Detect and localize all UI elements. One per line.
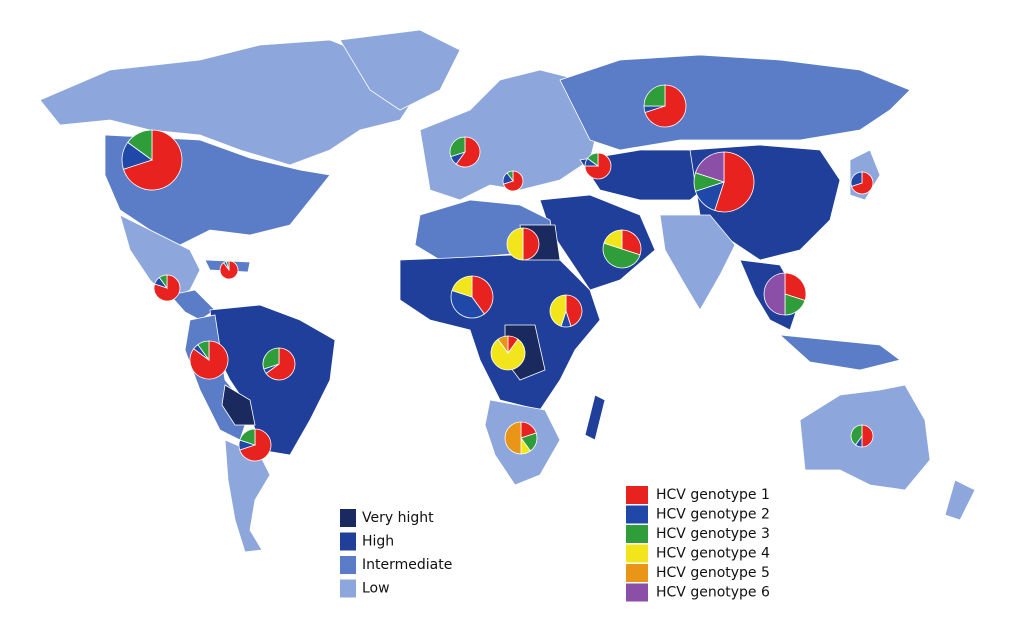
pie-slice (225, 260, 230, 271)
pie (238, 428, 272, 462)
brazil (209, 304, 336, 456)
legend-label: HCV genotype 2 (656, 507, 770, 523)
pie-slice (506, 227, 524, 261)
pie (602, 229, 642, 269)
legend-swatch (340, 579, 356, 598)
pie-slice (621, 229, 642, 256)
pie-slice (265, 347, 296, 381)
legend-label: HCV genotype 5 (656, 565, 770, 581)
pie (153, 274, 181, 302)
pie-slice (694, 151, 725, 183)
pie-slice (522, 227, 540, 261)
pie-slice (565, 294, 583, 327)
land (39, 29, 976, 553)
pie-slice (861, 424, 874, 448)
pie-slice (490, 338, 526, 371)
legend-label: Low (362, 581, 390, 597)
pie (450, 275, 494, 319)
legend-swatch (626, 583, 648, 602)
pie (189, 340, 229, 380)
canada (39, 39, 421, 166)
russia (559, 54, 911, 151)
pie-slice (127, 129, 153, 161)
africa-central (399, 254, 601, 411)
pie (219, 260, 239, 280)
pie-slice (549, 294, 567, 327)
pie-slice (850, 424, 863, 446)
pie-slice (197, 340, 210, 362)
pie (850, 424, 874, 448)
legend-swatch (340, 556, 356, 574)
india (659, 214, 736, 311)
greenland (339, 29, 461, 111)
pie-slice (644, 84, 687, 128)
pie (504, 421, 538, 455)
legend-label: HCV genotype 6 (656, 585, 770, 601)
legend-swatch (340, 509, 356, 527)
pie-slice (603, 229, 623, 250)
legend-label: Intermediate (362, 557, 452, 573)
legend-label: Very hight (362, 510, 434, 526)
pie (693, 151, 755, 213)
pie (262, 347, 296, 381)
mexico (119, 214, 201, 301)
pie-slice (450, 290, 485, 319)
pie-slice (643, 84, 666, 107)
pie-slice (850, 171, 863, 187)
pie-slice (455, 136, 481, 168)
legend-label: HCV genotype 3 (656, 526, 770, 542)
new-zealand (944, 479, 976, 521)
pie-slice (449, 136, 466, 158)
europe (419, 69, 601, 201)
legend-label: HCV genotype 4 (656, 546, 770, 562)
pie-slice (784, 272, 807, 301)
pie (506, 227, 540, 261)
madagascar (584, 394, 606, 441)
pie-slice (122, 129, 183, 191)
pie (490, 335, 526, 371)
pie-slice (497, 335, 509, 355)
pie-slice (471, 275, 494, 315)
pie (850, 171, 874, 195)
legend-swatch (626, 564, 648, 582)
pie (121, 129, 183, 191)
central-america (169, 289, 216, 321)
pie-slice (714, 151, 755, 213)
pie-slice (586, 152, 599, 167)
legend-swatch (340, 532, 356, 551)
pie-slice (158, 274, 168, 290)
pie-slice (504, 421, 522, 455)
pie-slice (239, 428, 256, 446)
legend-label: High (362, 534, 394, 550)
pie-slice (602, 242, 641, 269)
legend-swatch (626, 544, 648, 563)
legend-swatch (626, 505, 648, 524)
pie (763, 272, 807, 316)
prevalence-legend: Very hight High Intermediate Low (340, 509, 452, 598)
legend-swatch (626, 525, 648, 543)
argentina (224, 439, 271, 553)
indonesia (778, 334, 901, 371)
bolivia (221, 384, 256, 426)
legend-swatch (626, 486, 648, 504)
legend-label: HCV genotype 1 (656, 487, 770, 503)
pie (502, 170, 524, 192)
pie-slice (763, 272, 786, 316)
pie (584, 152, 612, 180)
pie-slice (262, 347, 280, 370)
pie (643, 84, 687, 128)
pie (549, 294, 583, 328)
pie-slice (451, 275, 473, 298)
genotype-legend: HCV genotype 1 HCV genotype 2 HCV genotype… (626, 486, 770, 602)
pie-layer (121, 84, 874, 462)
pie (449, 136, 481, 168)
pie-slice (506, 170, 514, 183)
